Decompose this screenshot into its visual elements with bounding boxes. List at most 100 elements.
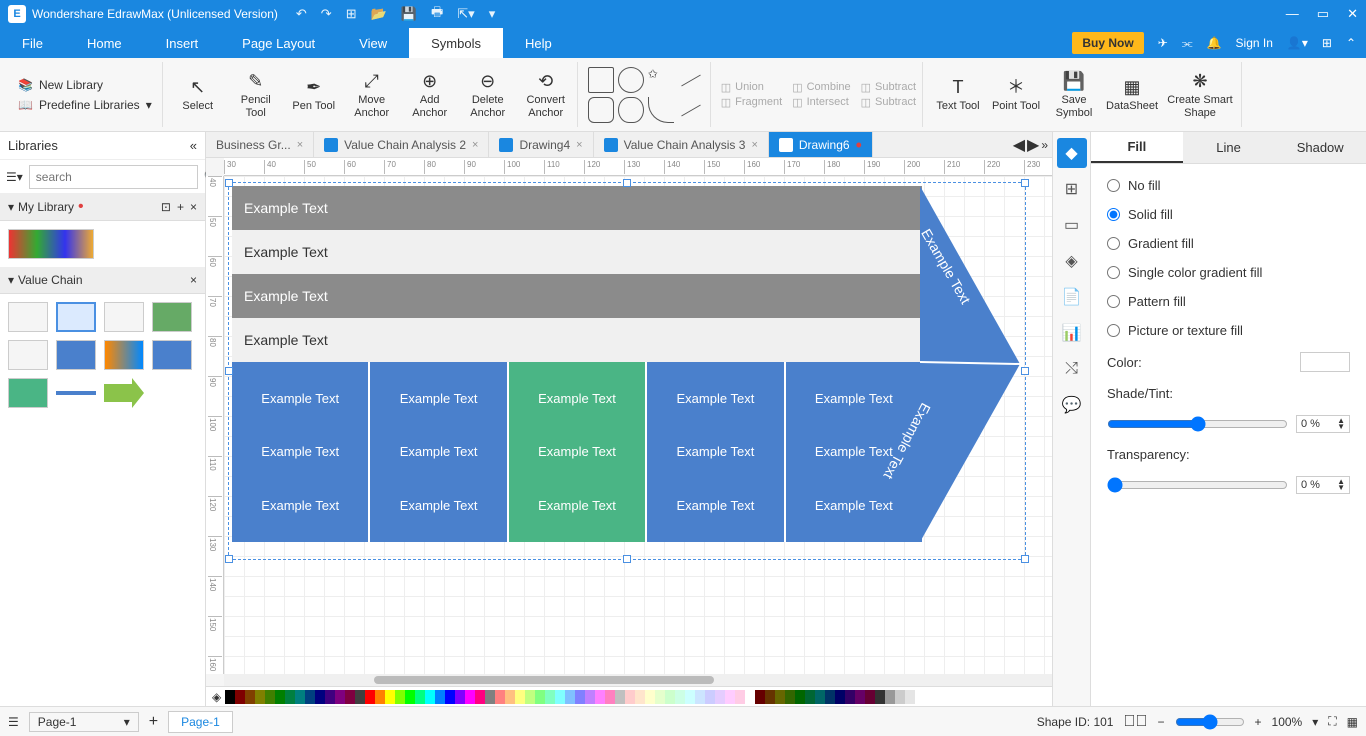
palette-color[interactable]: [775, 690, 785, 704]
smart-shape-button[interactable]: ❋Create Smart Shape: [1165, 70, 1235, 118]
collapse-left-icon[interactable]: «: [190, 138, 197, 153]
palette-color[interactable]: [765, 690, 775, 704]
primary-col-2[interactable]: Example TextExample TextExample Text: [370, 362, 508, 542]
single-gradient-radio[interactable]: Single color gradient fill: [1107, 265, 1350, 280]
apps-icon[interactable]: ⊞: [1322, 36, 1332, 50]
palette-color[interactable]: [585, 690, 595, 704]
sign-in-link[interactable]: Sign In: [1236, 36, 1273, 50]
vc-shape-10[interactable]: [56, 391, 96, 395]
my-library-section[interactable]: ▾ My Library• ⊡+×: [0, 194, 205, 221]
page-tab[interactable]: Page-1: [168, 711, 233, 733]
undo-icon[interactable]: ↶: [296, 6, 307, 22]
intersect-button[interactable]: ◫ Intersect: [792, 96, 850, 109]
palette-color[interactable]: [875, 690, 885, 704]
minimize-icon[interactable]: —: [1286, 6, 1299, 22]
value-chain-section[interactable]: ▾ Value Chain×: [0, 267, 205, 294]
vc-shape-11[interactable]: [104, 378, 144, 408]
shade-slider[interactable]: [1107, 416, 1288, 432]
page-selector[interactable]: Page-1▾: [29, 712, 139, 732]
palette-color[interactable]: [545, 690, 555, 704]
palette-color[interactable]: [695, 690, 705, 704]
vc-shape-4[interactable]: [152, 302, 192, 332]
grid-tool-icon[interactable]: ⊞: [1057, 174, 1087, 204]
shape-rect-icon[interactable]: [588, 67, 614, 93]
shape-curve-icon[interactable]: [678, 97, 704, 123]
zoom-in-icon[interactable]: +: [1255, 715, 1262, 729]
palette-color[interactable]: [475, 690, 485, 704]
palette-color[interactable]: [865, 690, 875, 704]
palette-color[interactable]: [815, 690, 825, 704]
text-tool[interactable]: TText Tool: [933, 76, 983, 112]
palette-color[interactable]: [535, 690, 545, 704]
primary-col-4[interactable]: Example TextExample TextExample Text: [647, 362, 785, 542]
palette-color[interactable]: [265, 690, 275, 704]
palette-color[interactable]: [255, 690, 265, 704]
palette-color[interactable]: [615, 690, 625, 704]
close-section-icon[interactable]: ×: [190, 200, 197, 214]
add-icon[interactable]: +: [177, 200, 184, 214]
palette-color[interactable]: [655, 690, 665, 704]
doc-tab-1[interactable]: Business Gr...×: [206, 132, 314, 157]
menu-insert[interactable]: Insert: [144, 28, 221, 58]
palette-color[interactable]: [855, 690, 865, 704]
palette-color[interactable]: [415, 690, 425, 704]
library-menu-icon[interactable]: ☰▾: [6, 170, 23, 184]
union-button[interactable]: ◫ Union: [721, 81, 782, 94]
fill-tool-icon[interactable]: ◆: [1057, 138, 1087, 168]
no-fill-radio[interactable]: No fill: [1107, 178, 1350, 193]
menu-symbols[interactable]: Symbols: [409, 28, 503, 58]
send-icon[interactable]: ✈: [1158, 36, 1168, 50]
vc-shape-9[interactable]: [8, 378, 48, 408]
tab-close-icon[interactable]: ×: [576, 139, 582, 151]
convert-anchor-tool[interactable]: ⟲Convert Anchor: [521, 70, 571, 118]
palette-color[interactable]: [395, 690, 405, 704]
palette-color[interactable]: [455, 690, 465, 704]
page-tool-icon[interactable]: 📄: [1057, 282, 1087, 312]
zoom-slider[interactable]: [1175, 714, 1245, 730]
buy-now-button[interactable]: Buy Now: [1072, 32, 1143, 54]
close-section2-icon[interactable]: ×: [190, 273, 197, 287]
palette-color[interactable]: [365, 690, 375, 704]
play-icon[interactable]: ▸⃝: [1123, 713, 1147, 731]
palette-color[interactable]: [485, 690, 495, 704]
layers-tool-icon[interactable]: ◈: [1057, 246, 1087, 276]
qat-more-icon[interactable]: ▾: [489, 6, 496, 22]
picture-fill-radio[interactable]: Picture or texture fill: [1107, 323, 1350, 338]
shade-value[interactable]: 0 %▲▼: [1296, 415, 1350, 433]
solid-fill-radio[interactable]: Solid fill: [1107, 207, 1350, 222]
menu-view[interactable]: View: [337, 28, 409, 58]
palette-color[interactable]: [445, 690, 455, 704]
palette-color[interactable]: [605, 690, 615, 704]
chart-tool-icon[interactable]: 📊: [1057, 318, 1087, 348]
palette-color[interactable]: [895, 690, 905, 704]
shape-circle-icon[interactable]: [618, 67, 644, 93]
pages-icon[interactable]: ☰: [8, 715, 19, 729]
redo-icon[interactable]: ↷: [321, 6, 332, 22]
vc-shape-5[interactable]: [8, 340, 48, 370]
vc-shape-7[interactable]: [104, 340, 144, 370]
shape-star-icon[interactable]: ✩: [648, 67, 674, 93]
palette-color[interactable]: [635, 690, 645, 704]
menu-file[interactable]: File: [0, 28, 65, 58]
shadow-tab[interactable]: Shadow: [1274, 132, 1366, 163]
pen-tool[interactable]: ✒Pen Tool: [289, 76, 339, 112]
palette-color[interactable]: [425, 690, 435, 704]
shape-roundrect-icon[interactable]: [588, 97, 614, 123]
open-icon[interactable]: 📂: [371, 6, 387, 22]
share-icon[interactable]: ⫘: [1182, 36, 1193, 51]
palette-color[interactable]: [355, 690, 365, 704]
support-row-4[interactable]: Example Text: [232, 318, 922, 362]
palette-color[interactable]: [225, 690, 235, 704]
tab-next-icon[interactable]: ▶: [1027, 135, 1039, 155]
palette-color[interactable]: [245, 690, 255, 704]
subtract-button[interactable]: ◫ Subtract: [861, 81, 916, 94]
palette-color[interactable]: [305, 690, 315, 704]
selection-handle[interactable]: [1021, 555, 1029, 563]
palette-color[interactable]: [705, 690, 715, 704]
point-tool[interactable]: ＊Point Tool: [991, 76, 1041, 112]
pencil-tool[interactable]: ✎Pencil Tool: [231, 70, 281, 118]
doc-tab-2[interactable]: Value Chain Analysis 2×: [314, 132, 489, 157]
palette-color[interactable]: [845, 690, 855, 704]
zoom-out-icon[interactable]: −: [1157, 715, 1164, 729]
tab-close-icon[interactable]: ×: [472, 139, 478, 151]
